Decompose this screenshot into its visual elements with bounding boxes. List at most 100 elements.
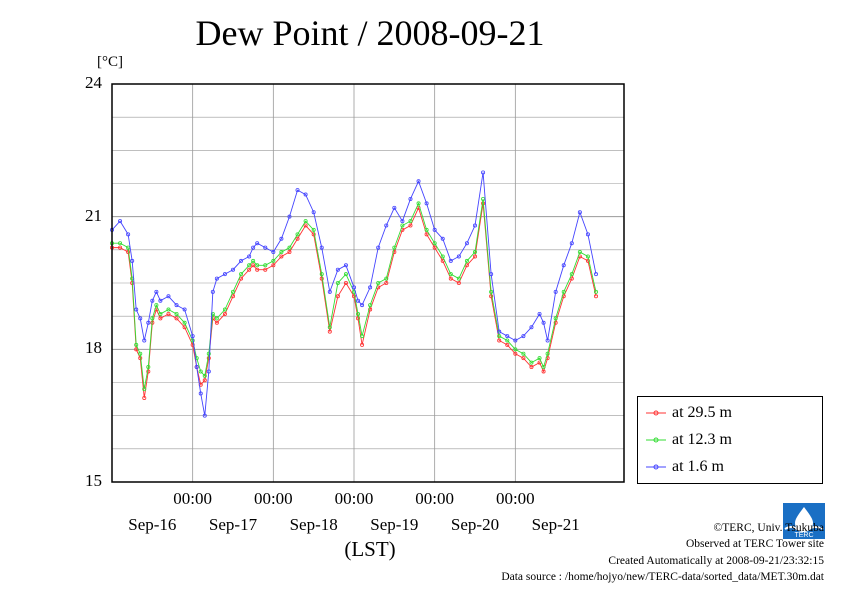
data-point	[541, 320, 546, 325]
data-point	[400, 223, 405, 228]
data-point	[251, 263, 256, 268]
data-point	[327, 325, 332, 330]
data-point	[206, 369, 211, 374]
data-point	[343, 263, 348, 268]
data-point	[392, 205, 397, 210]
data-point	[561, 289, 566, 294]
data-point	[166, 307, 171, 312]
data-point	[138, 351, 143, 356]
data-point	[594, 272, 599, 277]
data-point	[513, 338, 518, 343]
data-point	[472, 250, 477, 255]
chart-title: Dew Point / 2008-09-21	[195, 13, 545, 53]
data-point	[489, 294, 494, 299]
x-tick-date: Sep-16	[128, 515, 177, 534]
data-point	[505, 342, 510, 347]
data-point	[335, 294, 340, 299]
data-point	[295, 188, 300, 193]
data-point	[432, 227, 437, 232]
data-point	[287, 250, 292, 255]
data-point	[154, 289, 159, 294]
logo-text: TERC	[794, 532, 813, 539]
data-point	[416, 201, 421, 206]
data-point	[577, 210, 582, 215]
data-point	[464, 258, 469, 263]
data-point	[190, 334, 195, 339]
data-point	[497, 338, 502, 343]
x-tick-time: 00:00	[415, 489, 455, 508]
data-point	[166, 311, 171, 316]
terc-logo: TERC	[783, 503, 825, 539]
x-tick-date: Sep-21	[531, 515, 580, 534]
data-point	[142, 387, 147, 392]
data-point	[319, 245, 324, 250]
data-point	[303, 219, 308, 224]
data-point	[356, 298, 361, 303]
data-point	[505, 334, 510, 339]
data-point	[569, 272, 574, 277]
data-point	[497, 329, 502, 334]
data-point	[545, 338, 550, 343]
data-point	[287, 214, 292, 219]
data-point	[174, 303, 179, 308]
data-point	[541, 369, 546, 374]
data-point	[194, 365, 199, 370]
data-point	[279, 254, 284, 259]
data-point	[424, 232, 429, 237]
data-point	[376, 280, 381, 285]
data-point	[464, 241, 469, 246]
y-tick-label: 15	[85, 471, 102, 490]
data-point	[537, 356, 542, 361]
data-point	[541, 365, 546, 370]
legend: at 29.5 m at 12.3 m at 1.6 m	[637, 396, 823, 484]
data-point	[553, 289, 558, 294]
data-point	[561, 263, 566, 268]
legend-label-29-5m: at 29.5 m	[672, 404, 732, 421]
data-point	[150, 316, 155, 321]
data-point	[295, 236, 300, 241]
data-point	[335, 280, 340, 285]
y-tick-label: 24	[85, 73, 102, 92]
data-point	[481, 170, 486, 175]
data-point	[408, 196, 413, 201]
data-point	[456, 254, 461, 259]
data-point	[356, 311, 361, 316]
plot-frame	[111, 83, 625, 483]
data-point	[513, 347, 518, 352]
data-point	[360, 342, 365, 347]
data-point	[472, 254, 477, 259]
data-point	[182, 320, 187, 325]
data-point	[263, 267, 268, 272]
x-tick-date: Sep-17	[208, 515, 258, 534]
data-point	[392, 245, 397, 250]
data-point	[158, 298, 163, 303]
data-point	[247, 254, 252, 259]
data-point	[594, 294, 599, 299]
data-point	[529, 325, 534, 330]
data-point	[150, 298, 155, 303]
data-point	[279, 250, 284, 255]
data-point	[263, 245, 268, 250]
data-point	[202, 373, 207, 378]
data-point	[384, 276, 389, 281]
data-point	[343, 280, 348, 285]
data-point	[255, 241, 260, 246]
data-point	[271, 250, 276, 255]
data-point	[230, 267, 235, 272]
data-point	[251, 258, 256, 263]
data-point	[594, 289, 599, 294]
data-point	[529, 360, 534, 365]
data-point	[351, 285, 356, 290]
series-line-0	[112, 203, 597, 399]
x-tick-time: 00:00	[334, 489, 374, 508]
legend-item-29-5m: at 29.5 m	[646, 403, 732, 423]
data-point	[553, 320, 558, 325]
legend-item-1-6m: at 1.6 m	[646, 457, 724, 477]
data-point	[360, 334, 365, 339]
data-point	[154, 303, 159, 308]
data-point	[368, 303, 373, 308]
data-point	[210, 289, 215, 294]
data-point	[134, 342, 139, 347]
data-point	[585, 232, 590, 237]
data-point	[327, 289, 332, 294]
